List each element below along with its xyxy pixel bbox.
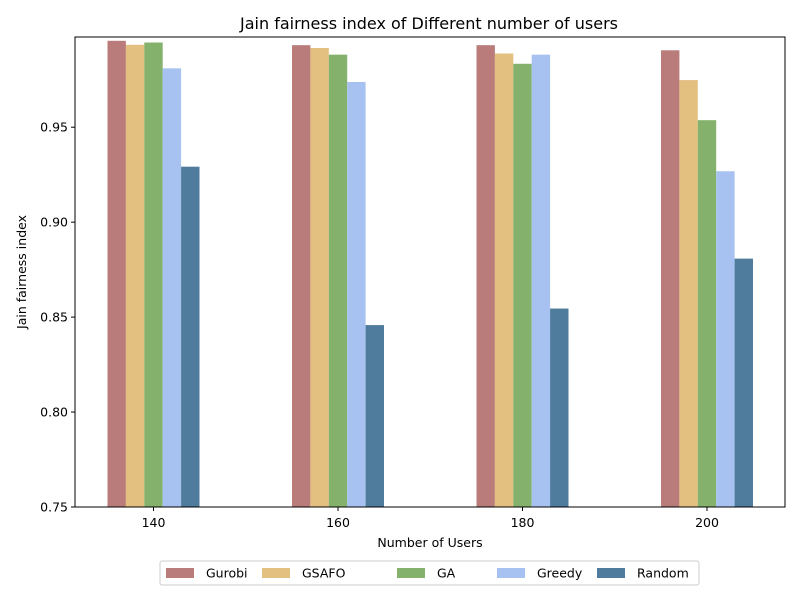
legend-label: Gurobi	[206, 566, 248, 581]
legend-swatch	[166, 568, 194, 578]
legend-label: GA	[437, 566, 456, 581]
legend-swatch	[597, 568, 625, 578]
bar-ga-180	[513, 63, 532, 507]
legend: Gurobi GSAFO GA Greedy Random	[159, 560, 700, 586]
legend-label: GSAFO	[302, 566, 346, 581]
x-tick-label: 180	[511, 515, 535, 530]
bar-ga-200	[697, 120, 717, 508]
x-tick-label: 140	[142, 515, 166, 530]
chart-title: Jain fairness index of Different number …	[239, 14, 618, 33]
y-tick-label: 0.95	[40, 120, 68, 135]
bar-greedy-200	[716, 171, 735, 507]
bar-gurobi-200	[661, 50, 680, 507]
bar-greedy-140	[162, 68, 182, 507]
y-tick-label: 0.85	[40, 310, 68, 325]
bar-gurobi-160	[292, 45, 311, 508]
bar-gurobi-140	[107, 40, 126, 508]
legend-label: Random	[637, 566, 689, 581]
x-tick-label: 160	[326, 515, 350, 530]
bar-greedy-180	[531, 54, 551, 507]
bar-random-180	[550, 308, 569, 507]
legend-box	[159, 560, 700, 586]
bar-random-140	[181, 166, 200, 508]
bar-gsafo-200	[679, 80, 698, 508]
plot-frame	[74, 36, 786, 508]
x-tick-label: 200	[695, 515, 719, 530]
bar-gsafo-140	[125, 44, 145, 507]
y-tick-label: 0.80	[40, 405, 68, 420]
bar-greedy-160	[347, 82, 366, 508]
legend-label: Greedy	[537, 566, 583, 581]
bar-gsafo-180	[494, 53, 514, 508]
bar-random-200	[734, 258, 753, 507]
bar-gsafo-160	[310, 48, 329, 508]
bar-random-160	[365, 325, 384, 507]
legend-swatch	[397, 568, 425, 578]
bar-ga-160	[328, 54, 348, 507]
y-tick-label: 0.75	[40, 500, 68, 515]
bar-ga-140	[144, 42, 163, 507]
plot-area: 140 160 180 200 0.75 0.80 0.85 0.90 0.95	[40, 40, 753, 530]
legend-swatch	[262, 568, 290, 578]
legend-swatch	[497, 568, 525, 578]
bar-gurobi-180	[476, 45, 495, 508]
x-axis-label: Number of Users	[377, 535, 482, 550]
y-tick-label: 0.90	[40, 215, 68, 230]
y-axis-label: Jain fairness index	[14, 215, 29, 330]
